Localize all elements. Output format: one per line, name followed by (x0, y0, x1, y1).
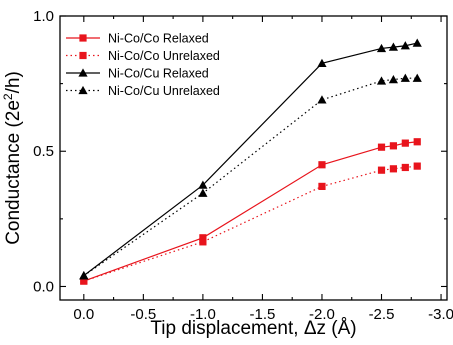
data-point (377, 143, 386, 151)
y-axis-title-main: Conductance (2e (3, 100, 24, 245)
x-axis-title: Tip displacement, Δz (Å) (150, 318, 356, 339)
legend-marker (78, 68, 88, 77)
data-point (199, 234, 207, 242)
series-layer (79, 38, 422, 285)
data-point (198, 180, 208, 189)
data-point (400, 73, 410, 82)
y-tick-label: 1.0 (33, 8, 54, 25)
x-tick-label: -1.5 (250, 306, 276, 323)
series-line (83, 165, 418, 282)
legend-marker (79, 51, 87, 60)
data-point (413, 138, 421, 146)
data-point (376, 76, 387, 85)
data-point (412, 73, 422, 82)
series-line (83, 141, 418, 282)
data-point (413, 162, 421, 170)
series-2 (80, 162, 421, 285)
y-axis-title: Conductance (2e2/h) (1, 71, 24, 245)
x-tick-label: -2.0 (309, 306, 335, 323)
legend-marker (78, 85, 88, 95)
series-4 (79, 73, 422, 280)
plot-frame (59, 15, 448, 301)
legend-entry-3: Ni-Co/Cu Relaxed (66, 67, 209, 81)
y-tick-label: 0.0 (33, 278, 54, 295)
data-point (388, 42, 399, 51)
series-1 (80, 138, 421, 285)
x-tick-label: 0.0 (73, 306, 94, 323)
legend-label: Ni-Co/Co Relaxed (108, 32, 209, 46)
data-point (317, 58, 327, 68)
data-point (401, 163, 409, 172)
data-point (388, 74, 399, 84)
data-point (412, 38, 422, 47)
data-point (389, 142, 398, 150)
legend-label: Ni-Co/Cu Relaxed (108, 67, 209, 81)
data-point (198, 188, 208, 197)
legend: Ni-Co/Co Relaxed Ni-Co/Co Unrelaxed Ni-Co/… (66, 32, 220, 98)
series-line (83, 77, 418, 277)
y-axis-title-tail: /h) (3, 71, 24, 93)
data-point (401, 139, 409, 147)
legend-label: Ni-Co/Cu Unrelaxed (108, 84, 220, 98)
data-point (317, 95, 327, 104)
x-tick-label: -0.5 (130, 306, 156, 323)
x-tick-label: -2.5 (369, 306, 395, 323)
data-point (376, 43, 387, 53)
x-tick-label: -1.0 (190, 306, 216, 323)
data-point (400, 41, 410, 50)
plot-axes: 0.0 -0.5 -1.0 -1.5 -2.0 -2.5 -3.0 0.0 0.5 1.0 (33, 8, 453, 323)
data-point (377, 166, 386, 174)
data-point (80, 277, 88, 285)
legend-entry-1: Ni-Co/Co Relaxed (66, 32, 209, 46)
data-point (318, 161, 326, 169)
data-point (199, 238, 207, 246)
y-tick-label: 0.5 (33, 143, 54, 160)
y-axis-title-superscript: 2 (1, 93, 15, 100)
legend-entry-4: Ni-Co/Cu Unrelaxed (66, 84, 220, 98)
legend-entry-2: Ni-Co/Co Unrelaxed (66, 49, 220, 63)
x-tick-label: -3.0 (428, 306, 453, 323)
data-point (79, 271, 89, 280)
data-point (389, 165, 398, 173)
data-point (318, 182, 326, 190)
legend-label: Ni-Co/Co Unrelaxed (108, 49, 220, 63)
legend-marker (79, 34, 87, 42)
